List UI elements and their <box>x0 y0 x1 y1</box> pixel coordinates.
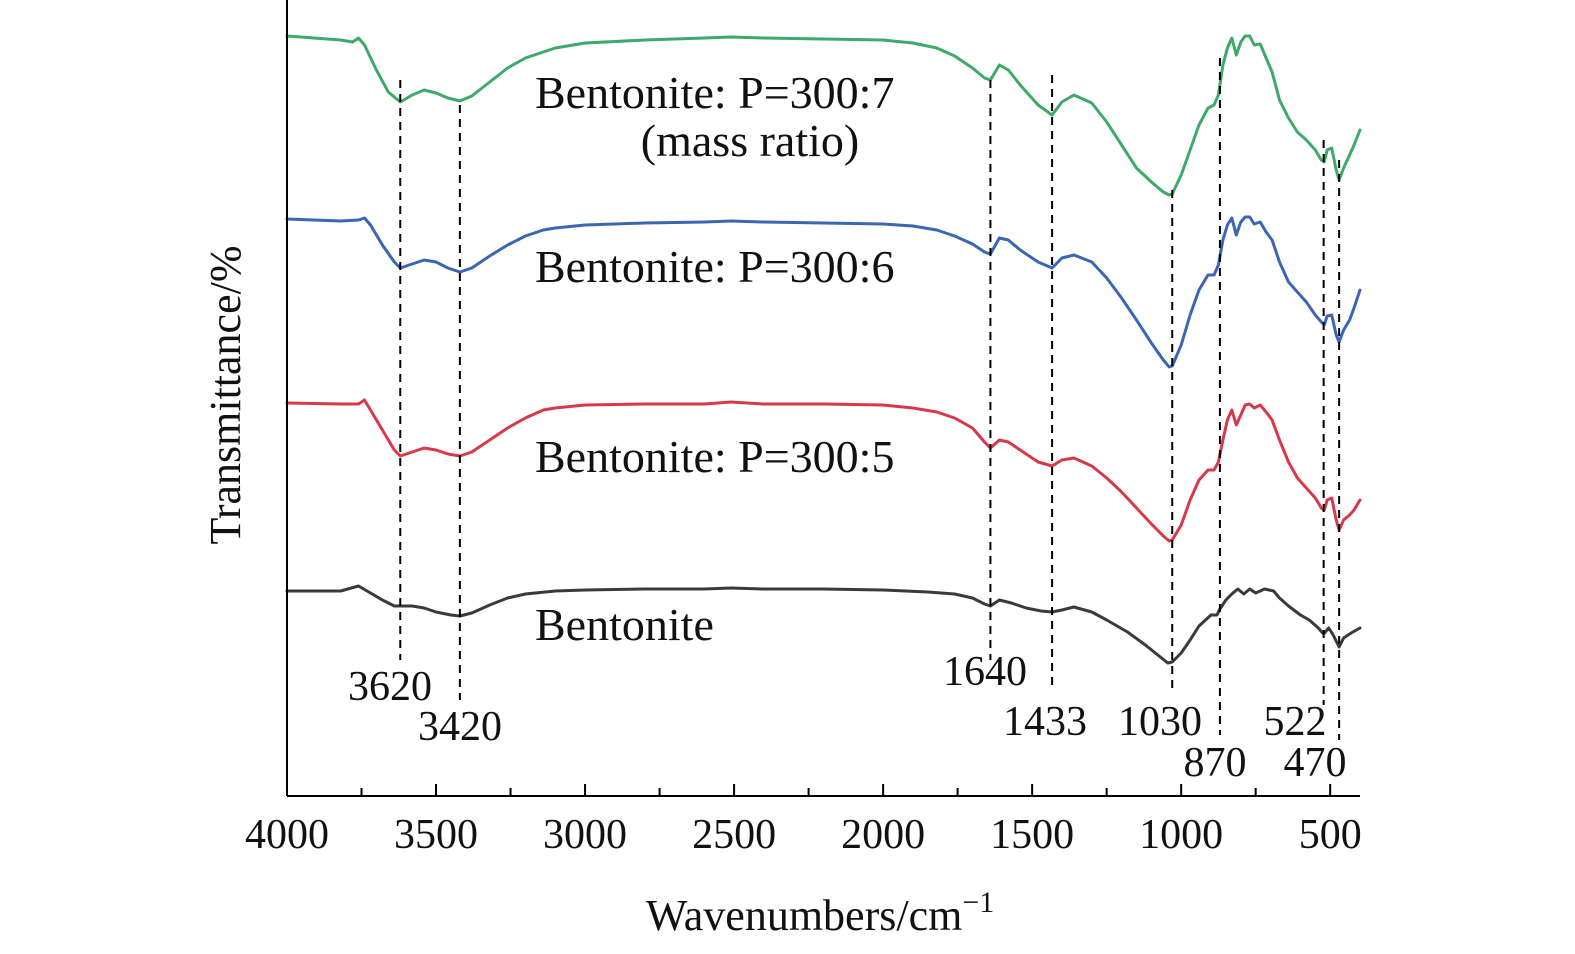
series-label-0-line-1: (mass ratio) <box>641 115 859 166</box>
series-group <box>285 34 1362 665</box>
x-ticks-group: 4000 3500 3000 2500 2000 1500 1000 500 <box>245 784 1362 858</box>
series-label-2-line-0: Bentonite: P=300:5 <box>535 431 894 482</box>
peak-label-1030: 1030 <box>1118 699 1202 745</box>
series-line-1 <box>285 398 1362 543</box>
x-tick-label-4000: 4000 <box>245 812 329 858</box>
x-tick-label-500: 500 <box>1299 812 1362 858</box>
series-label-0-line-0: Bentonite: P=300:7 <box>535 67 894 118</box>
peak-label-3420: 3420 <box>418 704 502 750</box>
series-labels-group: Bentonite: P=300:7(mass ratio) Bentonite:… <box>535 67 894 650</box>
series-line-0 <box>285 584 1362 665</box>
x-tick-label-3000: 3000 <box>543 812 627 858</box>
peak-label-1433: 1433 <box>1003 699 1087 745</box>
peak-label-1640: 1640 <box>943 649 1027 695</box>
series-line-2 <box>285 215 1362 369</box>
peak-label-870: 870 <box>1184 740 1247 786</box>
x-tick-label-1000: 1000 <box>1139 812 1223 858</box>
x-axis-title-superscript: −1 <box>962 886 994 919</box>
series-line-3 <box>285 34 1362 197</box>
x-tick-label-2500: 2500 <box>692 812 776 858</box>
y-axis-title: Transmittance/% <box>201 246 250 545</box>
peak-label-3620: 3620 <box>348 664 432 710</box>
x-tick-label-3500: 3500 <box>394 812 478 858</box>
x-axis-title-main: Wavenumbers/cm <box>646 891 963 940</box>
series-label-3-line-0: Bentonite <box>535 599 714 650</box>
peak-label-522: 522 <box>1264 699 1327 745</box>
x-tick-label-1500: 1500 <box>990 812 1074 858</box>
x-tick-label-2000: 2000 <box>841 812 925 858</box>
series-label-1-line-0: Bentonite: P=300:6 <box>535 241 894 292</box>
x-axis-title: Wavenumbers/cm−1 <box>646 886 995 940</box>
peak-label-470: 470 <box>1284 740 1347 786</box>
